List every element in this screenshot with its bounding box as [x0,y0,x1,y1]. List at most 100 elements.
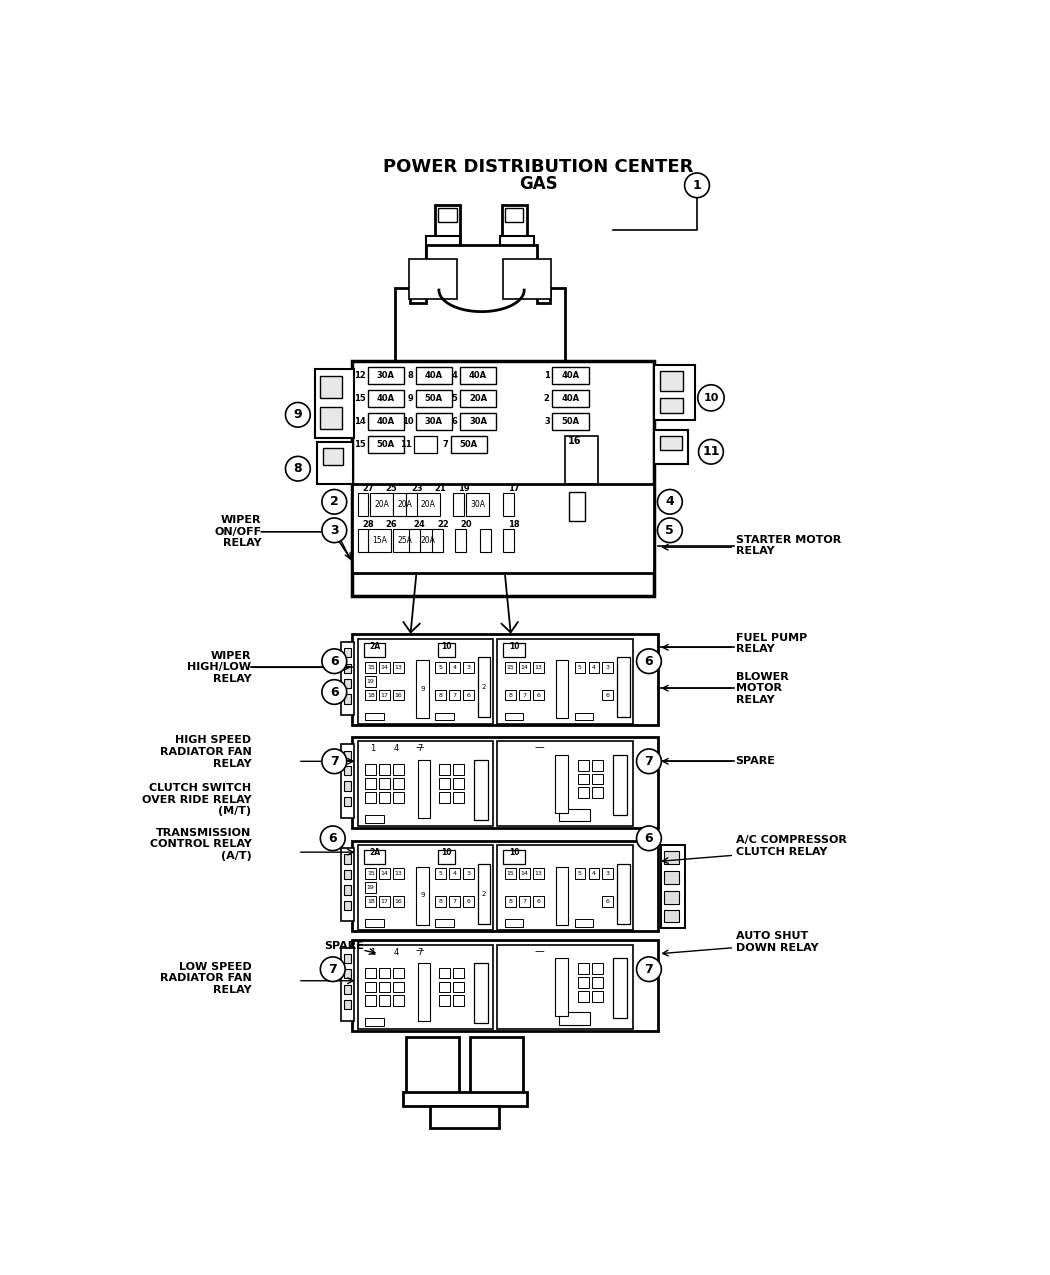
Circle shape [636,649,662,673]
Bar [379,868,391,878]
Bar [453,982,464,992]
Bar [343,854,352,863]
Text: 7: 7 [329,963,337,975]
Bar [574,662,586,673]
Text: 4: 4 [453,664,457,669]
Bar [579,977,589,988]
Bar [393,982,404,992]
Text: 7: 7 [453,692,457,697]
Text: 9: 9 [420,686,425,692]
Bar [565,436,597,484]
Text: 1: 1 [371,947,376,956]
Bar [559,1012,590,1025]
Bar [505,690,516,700]
Text: —: — [416,743,424,752]
Bar [480,529,490,552]
Text: 2A: 2A [369,848,380,857]
Circle shape [320,956,345,982]
Bar [418,760,430,817]
Circle shape [322,748,347,774]
Text: 5: 5 [452,394,458,403]
Text: 7: 7 [645,755,653,768]
Bar [406,1037,459,1095]
Bar [474,963,488,1023]
Text: —: — [416,946,424,955]
Bar [659,398,684,413]
Text: 6: 6 [606,692,610,697]
Text: 6: 6 [330,686,338,699]
Text: 2A: 2A [369,643,380,652]
Text: 15: 15 [354,394,365,403]
Text: 8: 8 [508,899,512,904]
Text: 13: 13 [534,871,542,876]
Bar [416,390,453,407]
Text: 6: 6 [330,654,338,668]
Bar [365,868,376,878]
Bar [340,641,355,715]
Text: 7: 7 [645,963,653,975]
Text: FUEL PUMP
RELAY: FUEL PUMP RELAY [736,632,807,654]
Bar [315,368,354,437]
Bar [393,662,404,673]
Text: 50A: 50A [460,440,478,449]
Circle shape [322,680,347,704]
Circle shape [322,518,347,543]
Text: STARTER MOTOR
RELAY: STARTER MOTOR RELAY [736,536,841,556]
Bar [603,662,613,673]
Text: 20A: 20A [374,500,388,510]
Text: 4: 4 [666,495,674,509]
Text: 4: 4 [453,871,457,876]
Bar [393,778,404,789]
Bar [503,493,514,516]
Bar [603,690,613,700]
Text: 50A: 50A [377,440,395,449]
Bar [463,868,474,878]
Text: WIPER
ON/OFF
RELAY: WIPER ON/OFF RELAY [214,515,261,548]
Text: 6: 6 [645,654,653,668]
Bar [435,919,454,927]
Bar [474,760,488,820]
Bar [416,413,453,430]
Bar [505,919,523,927]
Bar [365,778,376,789]
Bar [503,850,525,863]
Bar [532,690,544,700]
Text: 19: 19 [458,484,469,493]
Bar [358,845,493,929]
Bar [592,774,603,784]
Bar [463,662,474,673]
Text: 8: 8 [294,463,302,476]
Bar [592,991,603,1002]
Bar [358,945,493,1029]
Bar [320,407,342,428]
Bar [555,959,568,1016]
Bar [343,695,352,704]
Bar [617,863,630,924]
Bar [592,963,603,974]
Bar [456,529,466,552]
Text: 16: 16 [568,436,581,446]
Text: 15: 15 [354,440,365,449]
Bar [463,896,474,907]
Text: 15: 15 [366,664,375,669]
Bar [574,713,593,720]
Bar [343,954,352,963]
Bar [340,947,355,1021]
Bar [425,236,460,259]
Text: A/C COMPRESSOR
CLUTCH RELAY: A/C COMPRESSOR CLUTCH RELAY [736,835,846,857]
Text: 13: 13 [395,664,402,669]
Bar [379,765,391,775]
Polygon shape [395,245,565,361]
Text: SPARE: SPARE [736,756,776,766]
Bar [358,529,369,552]
Bar [664,910,679,922]
Bar [358,741,493,826]
Text: 20A: 20A [469,394,487,403]
Bar [393,529,417,552]
Text: 30A: 30A [425,417,443,426]
Circle shape [636,956,662,982]
Bar [659,436,681,450]
Bar [365,982,376,992]
Text: 7: 7 [442,440,448,449]
Text: 8: 8 [439,692,442,697]
